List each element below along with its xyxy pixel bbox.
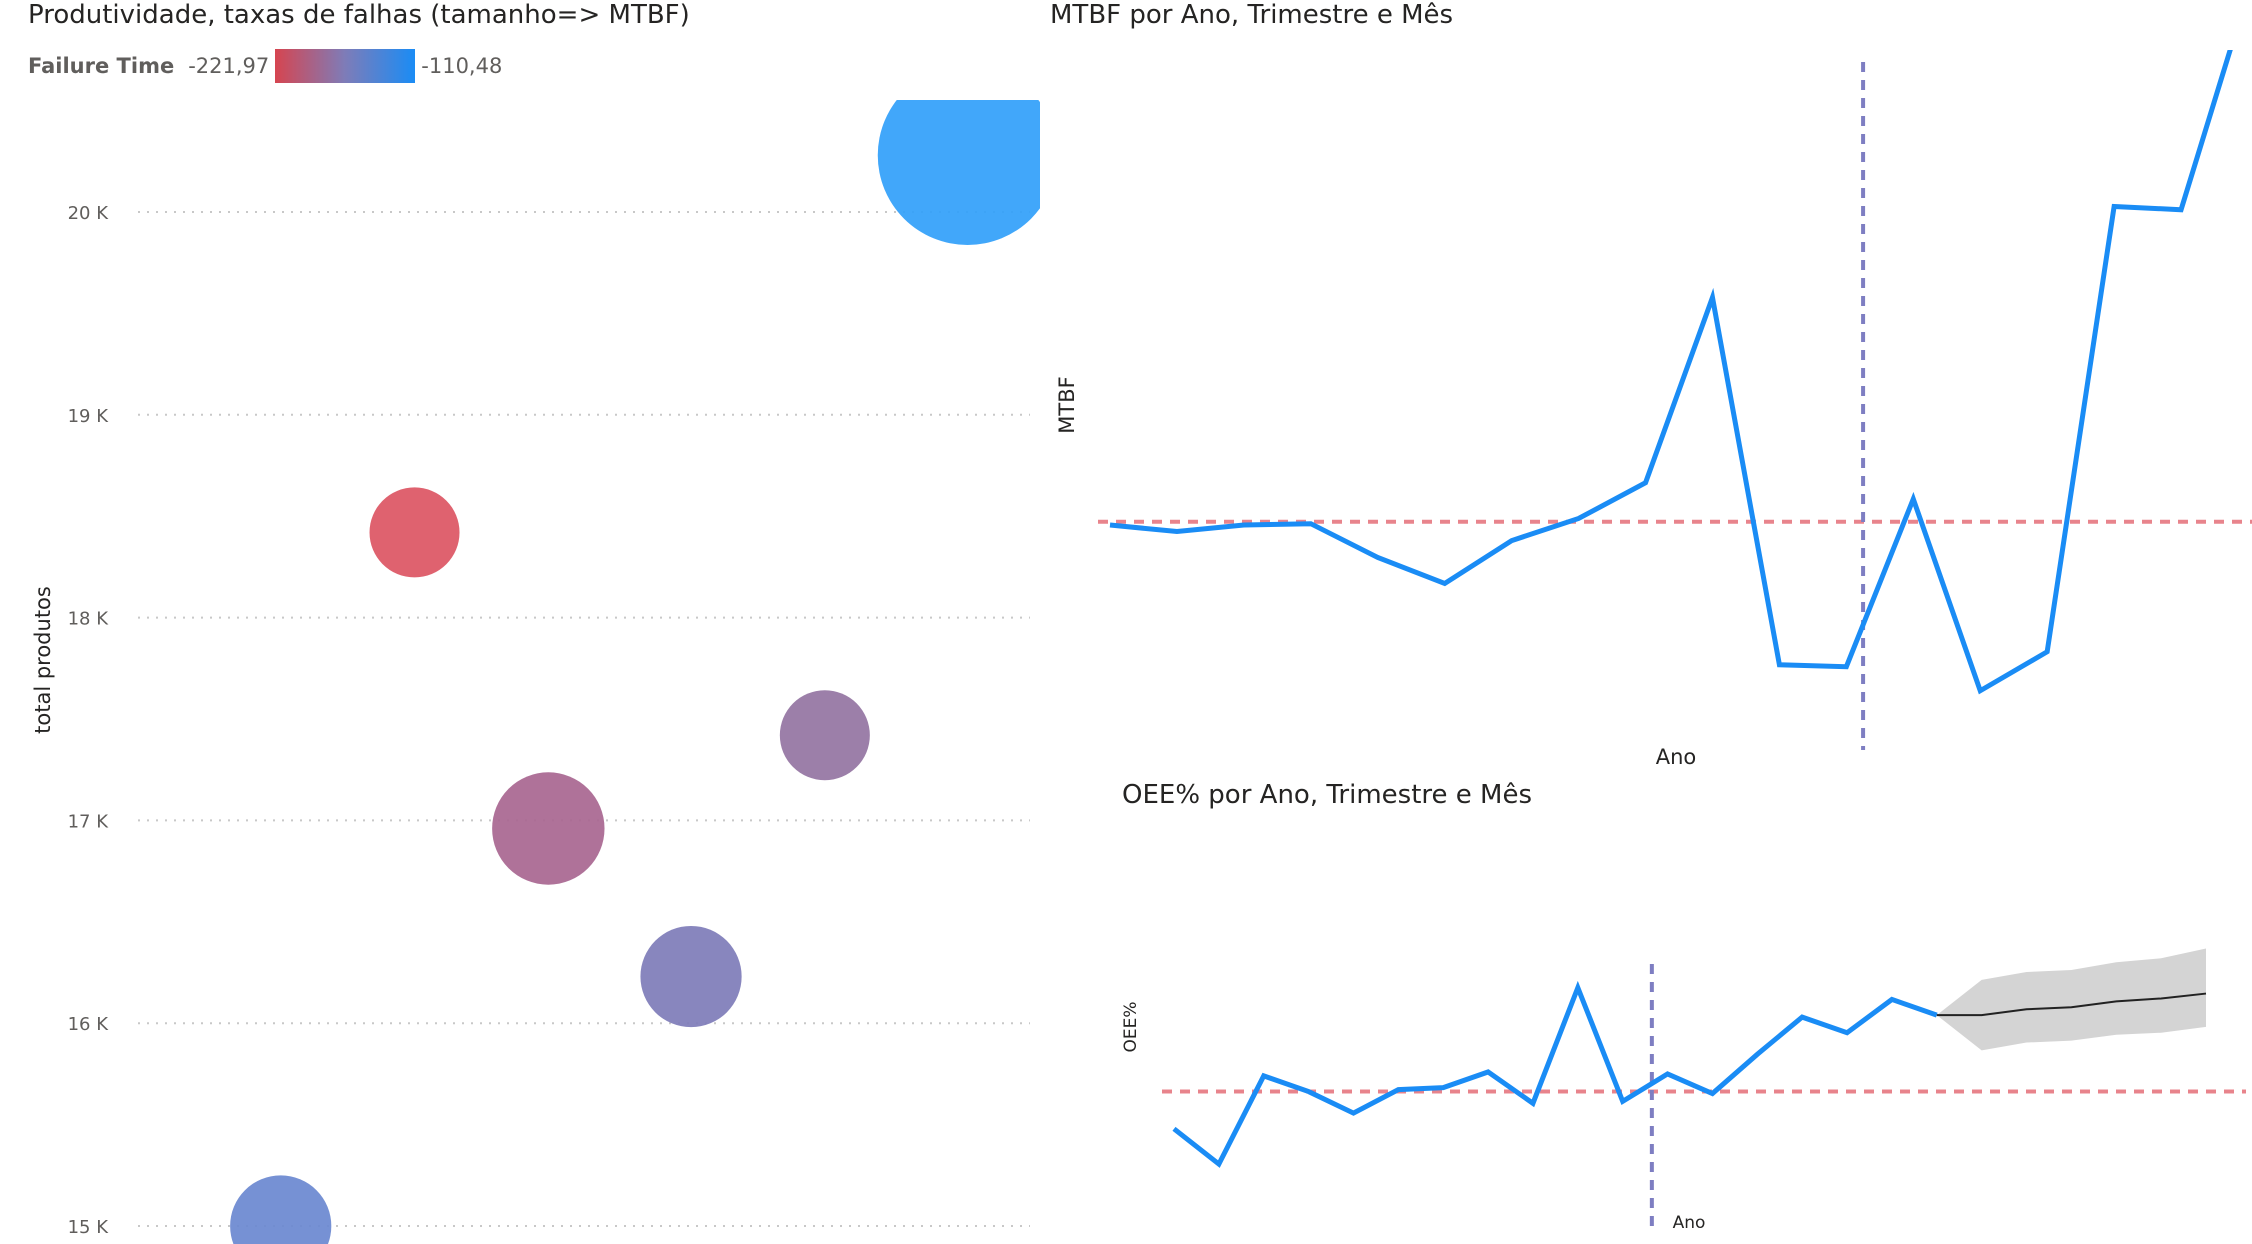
series-line[interactable] [1109,50,2248,695]
scatter-y-axis-title: total produtos [31,586,55,734]
scatter-y-tick-label: 15 K [68,1217,110,1238]
forecast-line [1936,992,2207,1017]
scatter-bubble[interactable] [877,100,1040,245]
scatter-y-tick-label: 16 K [68,1014,110,1035]
scatter-bubble[interactable] [369,487,460,578]
oee-chart: OEE% Ano [1121,948,2246,1234]
mtbf-x-axis-title: Ano [1656,745,1697,769]
color-legend-label: Failure Time [28,54,175,78]
scatter-bubble[interactable] [230,1175,332,1244]
oee-y-axis-title: OEE% [1121,1001,1141,1052]
scatter-bubble[interactable] [640,925,742,1028]
color-legend-gradient [275,49,416,83]
series-line[interactable] [1172,980,1938,1168]
scatter-bubble[interactable] [492,772,605,885]
forecast-confidence-band [1936,948,2206,1051]
color-legend-min: -221,97 [188,54,270,78]
scatter-chart-title: Produtividade, taxas de falhas (tamanho=… [28,0,690,30]
mtbf-y-axis-title: MTBF [1055,376,1079,433]
scatter-bubble[interactable] [779,690,870,781]
scatter-chart: 20 K 19 K 18 K 17 K 16 K 15 K total produtos [31,100,1040,1244]
color-legend-max: -110,48 [421,54,503,78]
oee-chart-title: OEE% por Ano, Trimestre e Mês [1122,780,1533,810]
scatter-y-tick-label: 17 K [68,811,110,832]
scatter-y-tick-label: 18 K [68,609,110,630]
color-legend: Failure Time -221,97 -110,48 [28,48,502,84]
oee-x-axis-title: Ano [1673,1213,1706,1233]
mtbf-chart: MTBF Ano [1055,50,2252,769]
scatter-y-tick-label: 20 K [68,203,110,224]
mtbf-chart-title: MTBF por Ano, Trimestre e Mês [1050,0,1454,30]
scatter-y-tick-label: 19 K [68,406,110,427]
